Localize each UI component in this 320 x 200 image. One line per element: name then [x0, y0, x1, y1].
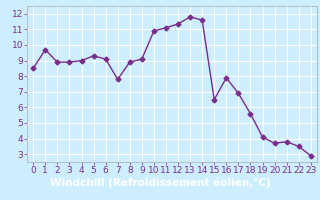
Text: Windchill (Refroidissement éolien,°C): Windchill (Refroidissement éolien,°C): [50, 178, 270, 188]
